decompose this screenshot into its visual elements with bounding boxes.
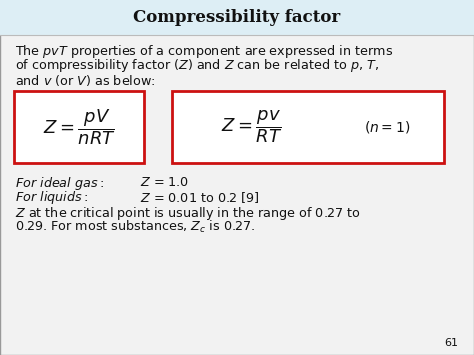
Text: of compressibility factor ($Z$) and $Z$ can be related to $p$, $T$,: of compressibility factor ($Z$) and $Z$ …	[15, 58, 379, 75]
Text: 61: 61	[444, 338, 458, 348]
Text: Compressibility factor: Compressibility factor	[133, 10, 341, 27]
Text: $\it{For\ liquids:}$: $\it{For\ liquids:}$	[15, 190, 89, 207]
Text: $Z = \dfrac{pV}{nRT}$: $Z = \dfrac{pV}{nRT}$	[43, 107, 116, 147]
Text: $Z = \dfrac{pv}{RT}$: $Z = \dfrac{pv}{RT}$	[221, 109, 283, 145]
Text: $(n = 1)$: $(n = 1)$	[364, 119, 410, 135]
Bar	[14, 91, 144, 163]
Bar	[0, 0, 474, 35]
Text: $Z$ = 1.0: $Z$ = 1.0	[140, 176, 189, 190]
Text: $\it{For\ ideal\ gas:}$: $\it{For\ ideal\ gas:}$	[15, 175, 104, 191]
Text: and $v$ (or $V$) as below:: and $v$ (or $V$) as below:	[15, 72, 155, 87]
Text: $Z$ = 0.01 to 0.2 [9]: $Z$ = 0.01 to 0.2 [9]	[140, 191, 260, 206]
Text: The $pvT$ properties of a component are expressed in terms: The $pvT$ properties of a component are …	[15, 44, 393, 60]
Text: $Z$ at the critical point is usually in the range of 0.27 to: $Z$ at the critical point is usually in …	[15, 204, 361, 222]
Bar	[172, 91, 444, 163]
Text: 0.29. For most substances, $Z_c$ is 0.27.: 0.29. For most substances, $Z_c$ is 0.27…	[15, 219, 255, 235]
